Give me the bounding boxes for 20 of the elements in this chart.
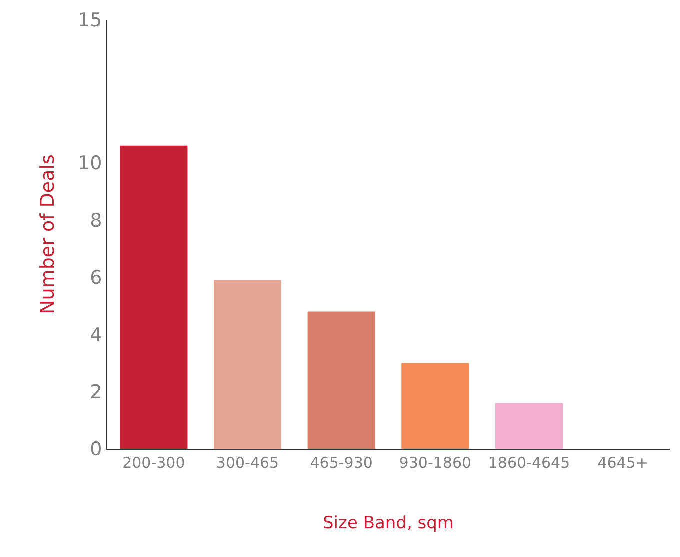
y-axis-title: Number of Deals bbox=[36, 154, 59, 314]
x-tick-label: 465-930 bbox=[310, 454, 373, 472]
x-tick-label: 930-1860 bbox=[399, 454, 472, 472]
x-tick-label: 300-465 bbox=[216, 454, 280, 472]
y-tick-label: 15 bbox=[78, 10, 102, 32]
y-tick-label: 8 bbox=[90, 210, 102, 232]
y-tick-label: 6 bbox=[90, 267, 102, 290]
x-tick-label: 1860-4645 bbox=[488, 454, 570, 472]
bar bbox=[402, 363, 470, 449]
y-tick-label: 10 bbox=[78, 152, 102, 175]
x-tick-label: 4645+ bbox=[598, 454, 648, 472]
bar bbox=[120, 146, 188, 449]
x-axis-title: Size Band, sqm bbox=[323, 513, 454, 534]
y-tick-label: 0 bbox=[90, 438, 102, 461]
y-tick-label: 4 bbox=[90, 324, 102, 346]
x-tick-label: 200-300 bbox=[122, 454, 186, 472]
bar bbox=[495, 403, 564, 449]
bar bbox=[214, 280, 282, 449]
bar bbox=[308, 312, 376, 449]
y-tick-label: 2 bbox=[90, 381, 102, 404]
